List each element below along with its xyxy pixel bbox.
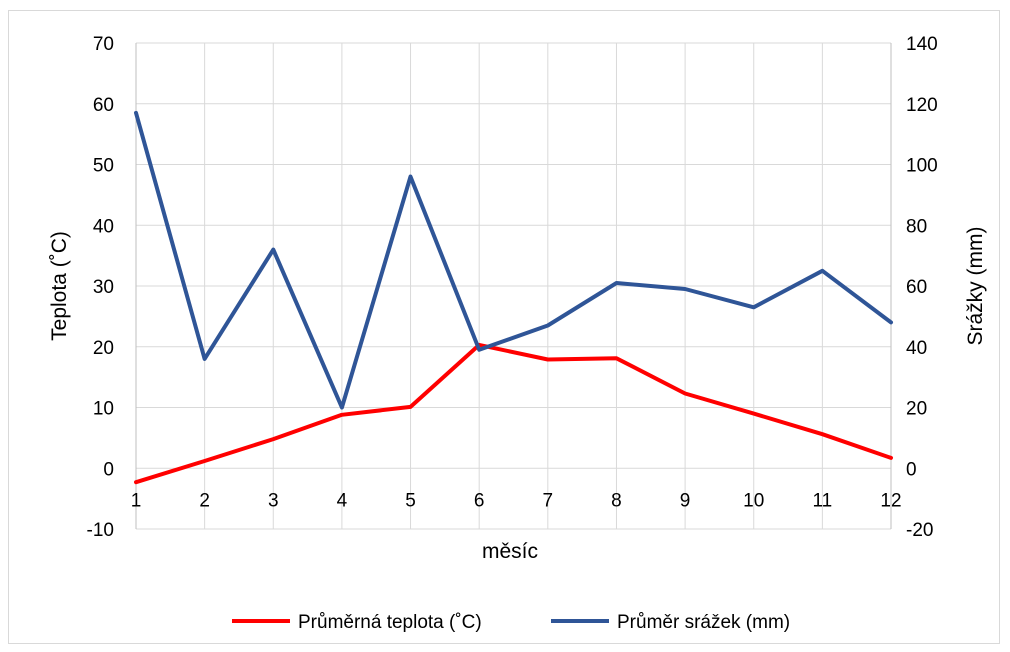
gridlines — [135, 42, 892, 530]
x-tick-label: 8 — [611, 490, 622, 511]
y-right-tick-label: 80 — [906, 216, 927, 237]
legend: Průměrná teplota (˚C) Průměr srážek (mm) — [232, 612, 790, 633]
y-left-tick-label: 40 — [93, 216, 114, 237]
x-tick-label: 5 — [405, 490, 416, 511]
y-axis-left-title: Teplota (˚C) — [48, 231, 71, 341]
x-tick-label: 12 — [880, 490, 901, 511]
x-tick-label: 1 — [131, 490, 142, 511]
y-left-tick-label: -10 — [87, 520, 114, 541]
series-lines — [134, 110, 893, 485]
y-right-tick-label: 140 — [906, 34, 938, 55]
legend-label-temperature: Průměrná teplota (˚C) — [298, 612, 482, 633]
x-tick-label: 7 — [543, 490, 554, 511]
y-left-tick-label: 50 — [93, 156, 114, 177]
y-right-tick-label: 20 — [906, 399, 927, 420]
y-axis-right-title: Srážky (mm) — [964, 227, 987, 346]
y-axis-right-ticks: -20 0 20 40 60 80 100 120 140 — [906, 34, 938, 541]
y-right-tick-label: 100 — [906, 156, 938, 177]
y-left-tick-label: 10 — [93, 399, 114, 420]
x-axis-ticks: 1 2 3 4 5 6 7 8 9 10 11 12 — [131, 490, 902, 511]
x-tick-label: 2 — [199, 490, 210, 511]
x-tick-label: 11 — [812, 490, 832, 511]
series-line-temperature — [134, 342, 893, 485]
series-line-precipitation — [134, 110, 893, 410]
y-left-tick-label: 30 — [93, 277, 114, 298]
y-left-tick-label: 20 — [93, 338, 114, 359]
x-axis-title: měsíc — [482, 540, 538, 563]
x-tick-label: 3 — [268, 490, 279, 511]
x-tick-label: 4 — [337, 490, 348, 511]
x-tick-label: 6 — [474, 490, 485, 511]
x-tick-label: 9 — [680, 490, 691, 511]
y-left-tick-label: 60 — [93, 95, 114, 116]
y-right-tick-label: 0 — [906, 459, 917, 480]
y-right-tick-label: 60 — [906, 277, 927, 298]
y-right-tick-label: 120 — [906, 95, 938, 116]
x-tick-label: 10 — [743, 490, 764, 511]
y-axis-left-ticks: -10 0 10 20 30 40 50 60 70 — [87, 34, 114, 541]
y-left-tick-label: 70 — [93, 34, 114, 55]
legend-label-precipitation: Průměr srážek (mm) — [617, 612, 790, 633]
y-right-tick-label: -20 — [906, 520, 933, 541]
y-left-tick-label: 0 — [103, 459, 114, 480]
chart-frame — [8, 10, 1000, 644]
y-right-tick-label: 40 — [906, 338, 927, 359]
